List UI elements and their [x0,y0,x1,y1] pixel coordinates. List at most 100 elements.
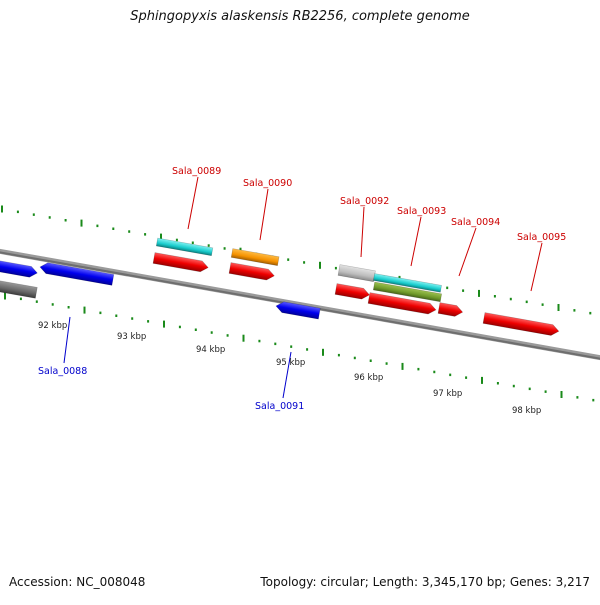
gene-sala-0090 [228,262,275,281]
upper-tick-minor [303,261,306,264]
gene-sala-0093 [367,292,437,315]
upper-tick-minor [144,233,147,236]
upper-tick-minor [287,258,290,261]
lower-tick-minor [147,320,150,323]
upper-tick-major [319,261,321,269]
upper-tick-minor [191,241,194,244]
upper-tick-minor [573,309,576,312]
lower-tick-minor [115,314,118,317]
upper-tick-row [1,205,592,315]
gene-label-sala-0092[interactable]: Sala_0092 [340,196,389,207]
lower-tick-minor [592,398,595,402]
gene-sala-0092-rna [337,264,376,283]
gene-label-sala-0094[interactable]: Sala_0094 [451,217,500,228]
label-leader-lines [63,176,543,399]
upper-tick-minor [175,238,178,242]
lower-tick-minor [576,396,579,399]
leader-sala-0094 [458,227,477,277]
upper-tick-minor [112,227,115,230]
kbp-label-92: 92 kbp [38,321,67,331]
gene-labels: Sala_0089 Sala_0090 Sala_0092 Sala_0093 … [38,166,566,412]
lower-tick-major [242,334,245,342]
gene-sala-0088 [39,262,115,286]
lower-tick-minor [258,339,261,343]
gene-label-sala-0090[interactable]: Sala_0090 [243,178,292,189]
lower-tick-minor [35,300,38,303]
kbp-label-96: 96 kbp [354,373,383,383]
leader-sala-0088 [63,316,71,364]
lower-tick-minor [465,376,468,379]
gene-blue-left-edge [0,259,38,278]
upper-tick-minor [525,300,528,304]
upper-tick-major [557,304,560,311]
lower-tick-minor [369,359,372,362]
upper-tick-minor [16,210,19,214]
genome-title: Sphingopyxis alaskensis RB2256, complete… [130,9,470,24]
lower-tick-minor [178,325,181,329]
gene-label-sala-0093[interactable]: Sala_0093 [397,206,446,217]
lower-tick-row [4,292,595,402]
upper-tick-minor [446,286,449,290]
kbp-label-93: 93 kbp [117,332,146,342]
lower-tick-minor [433,370,436,374]
gene-sala-0093-rna [373,273,442,293]
gene-label-sala-0091[interactable]: Sala_0091 [255,401,304,412]
topology-summary: Topology: circular; Length: 3,345,170 bp… [260,575,590,589]
lower-tick-major [322,348,324,356]
upper-tick-minor [493,295,496,298]
leader-sala-0090 [259,188,269,241]
lower-tick-minor [226,334,229,337]
upper-tick-minor [462,289,465,292]
upper-tick-minor [589,311,592,315]
lower-tick-minor [274,342,277,346]
leader-sala-0095 [530,242,543,292]
gene-sala-0089 [152,252,209,273]
lower-tick-minor [210,331,213,334]
lower-tick-minor [496,382,499,385]
gene-gray-left-edge [0,279,38,299]
lower-tick-minor [353,356,356,360]
kbp-label-98: 98 kbp [512,406,541,416]
leader-sala-0091 [282,351,292,399]
lower-tick-major [401,362,404,370]
upper-tick-minor [223,247,226,250]
upper-tick-major [478,289,480,297]
kbp-scale-labels: 92 kbp 93 kbp 94 kbp 95 kbp 96 kbp 97 kb… [38,321,541,416]
lower-tick-minor [512,384,515,388]
gene-label-sala-0088[interactable]: Sala_0088 [38,366,87,377]
gene-label-sala-0095[interactable]: Sala_0095 [517,232,566,243]
upper-tick-minor [509,297,512,301]
gene-sala-0089-rna [155,237,214,257]
upper-tick-minor [48,216,51,219]
lower-tick-minor [51,303,54,306]
lower-tick-minor [449,373,452,377]
upper-tick-minor [32,213,35,216]
gene-sala-0092 [334,283,370,300]
upper-tick-major [160,233,162,241]
lower-tick-major [83,306,86,314]
lower-tick-major [560,391,563,398]
gene-sala-0093-extra [372,281,443,303]
lower-tick-minor [337,353,340,357]
upper-tick-major [80,219,83,227]
lower-tick-minor [544,390,547,393]
lower-tick-minor [194,328,197,331]
lower-tick-major [4,292,6,300]
gene-sala-0094 [437,302,464,317]
kbp-label-95: 95 kbp [276,358,305,368]
lower-tick-minor [290,345,293,348]
gene-features [0,237,560,336]
upper-tick-minor [541,303,544,306]
lower-tick-minor [306,348,309,351]
gene-sala-0095 [482,312,560,336]
lower-tick-minor [19,297,22,301]
gene-label-sala-0089[interactable]: Sala_0089 [172,166,221,177]
gene-sala-0091 [275,301,321,320]
upper-tick-minor [96,224,99,228]
gene-sala-0090-rna [230,248,280,266]
lower-tick-major [163,320,165,328]
leader-sala-0089 [187,176,199,230]
lower-tick-minor [99,311,102,315]
